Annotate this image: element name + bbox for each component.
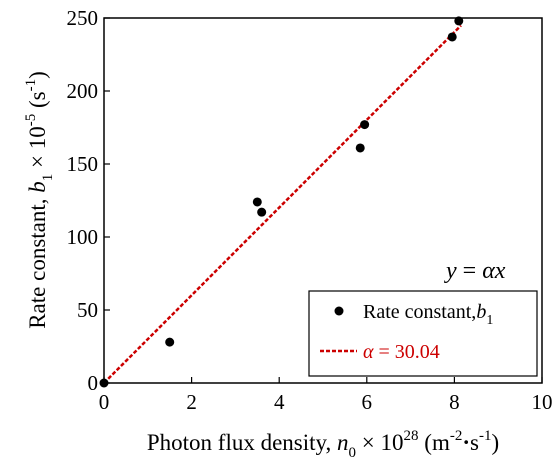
y-tick-label: 250 [67,6,99,30]
x-tick-label: 8 [449,390,460,414]
legend-box [308,290,538,377]
y-axis-label: Rate constant, b1 × 10-5 (s-1) [23,71,56,329]
y-tick-label: 50 [77,298,98,322]
legend-label-points: Rate constant,b1 [363,301,493,328]
data-points [99,16,464,388]
data-point [99,378,109,388]
x-tick-label: 6 [362,390,373,414]
x-tick-label: 10 [532,390,553,414]
data-point [165,337,175,347]
x-tick-label: 4 [274,390,285,414]
data-point [447,32,457,42]
x-tick-label: 2 [186,390,197,414]
legend-marker-points [334,306,344,316]
plot-frame [103,17,543,384]
data-point [252,197,262,207]
data-point [257,207,267,217]
x-axis-ticks: 0 2 4 6 8 10 [99,377,553,414]
data-point [454,16,464,26]
y-axis-ticks: 0 50 100 150 200 250 [67,6,110,395]
y-tick-label: 150 [67,152,99,176]
data-point [360,120,370,130]
y-tick-label: 0 [88,371,99,395]
y-tick-label: 200 [67,79,99,103]
x-axis-label: Photon flux density, n0 × 1028 (m-2·s-1) [147,428,499,461]
y-tick-label: 100 [67,225,99,249]
x-tick-label: 0 [99,390,110,414]
data-point [355,143,365,153]
fit-line [103,24,462,384]
legend-label-fit: α = 30.04 [363,341,440,363]
equation-annotation: y = αx [444,258,506,284]
legend: Rate constant,b1 α = 30.04 [308,290,538,377]
